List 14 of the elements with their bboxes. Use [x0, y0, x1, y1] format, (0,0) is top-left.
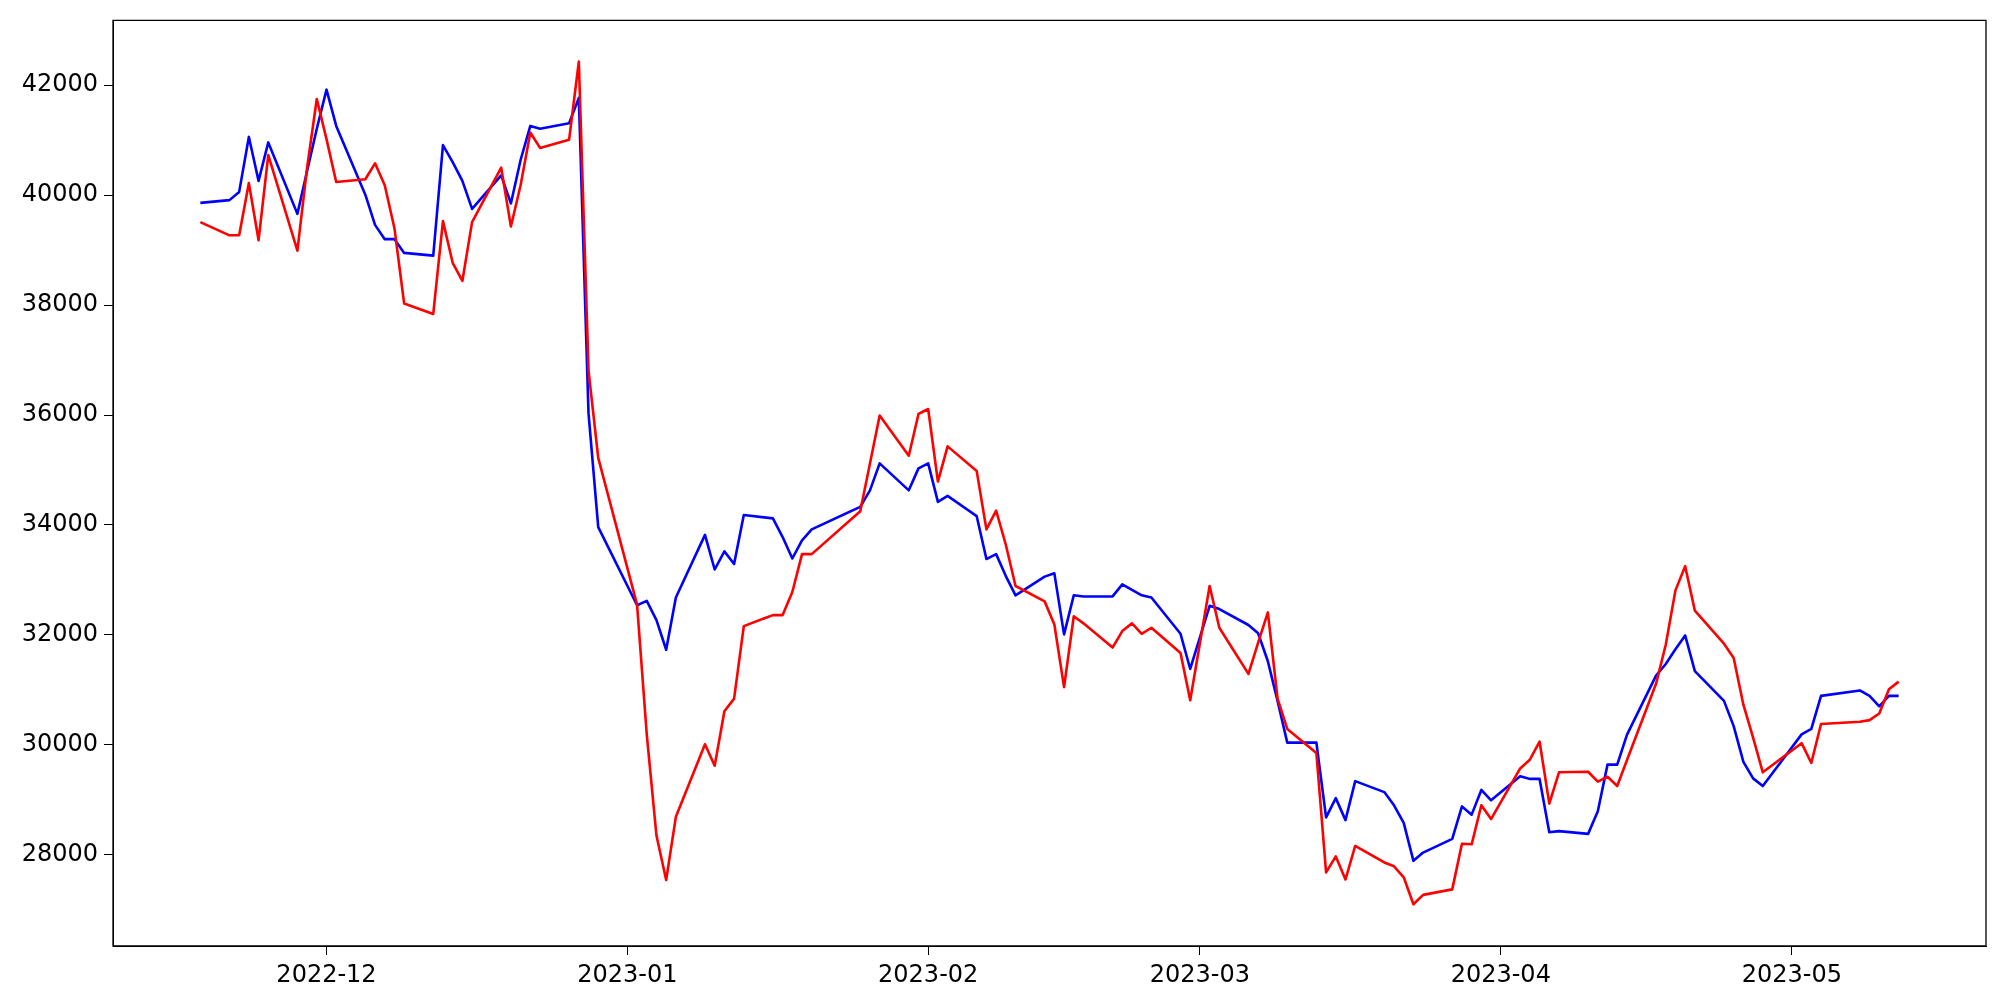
x-tick-label: 2023-03 [1149, 959, 1251, 988]
y-tick-label: 28000 [21, 838, 98, 867]
y-tick-label: 38000 [21, 289, 98, 318]
y-tick-label: 34000 [21, 509, 98, 538]
x-tick-label: 2023-02 [878, 959, 979, 988]
x-tick-label: 2023-01 [577, 959, 678, 988]
y-tick-label: 32000 [21, 619, 98, 648]
y-tick-label: 40000 [21, 179, 98, 208]
y-tick-label: 30000 [21, 729, 98, 758]
y-tick-label: 36000 [21, 399, 98, 428]
x-tick-label: 2023-04 [1450, 959, 1551, 988]
y-tick-label: 42000 [21, 69, 98, 98]
x-tick-label: 2022-12 [276, 959, 377, 988]
x-tick-label: 2023-05 [1741, 959, 1843, 988]
